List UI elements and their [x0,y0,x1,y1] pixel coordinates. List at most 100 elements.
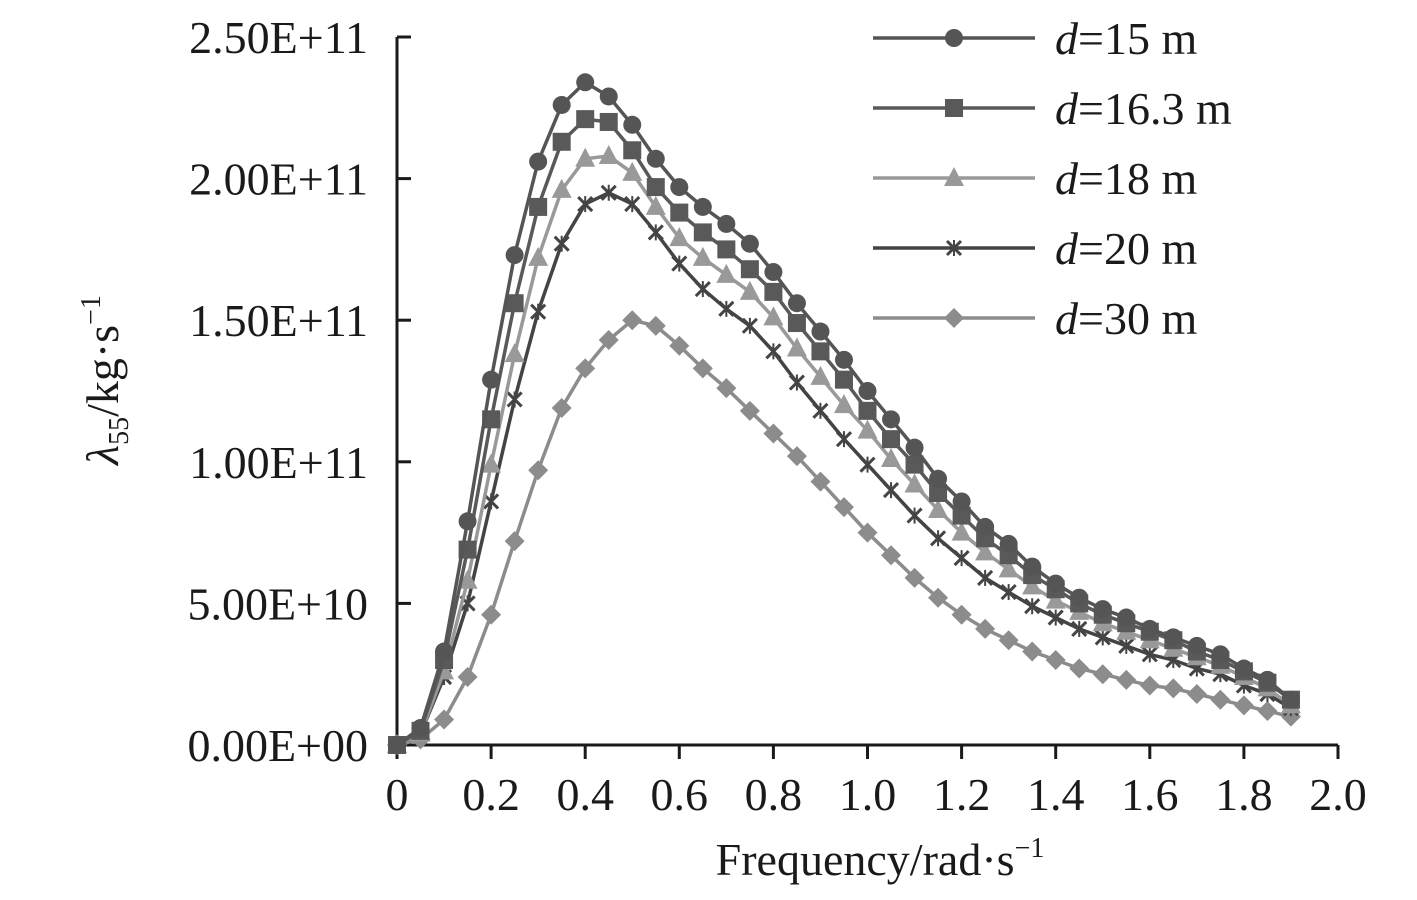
legend-label: d=16.3 m [1055,83,1232,134]
data-point [481,453,502,473]
data-point [930,530,947,547]
data-point [952,506,971,525]
data-point [716,378,737,399]
data-point [1233,695,1254,716]
data-point [434,709,455,730]
data-point [1117,608,1136,627]
y-axis-title-unit: /kg·s [77,325,128,417]
x-tick-label: 1.6 [1121,769,1179,820]
legend-label-variable: d [1055,13,1079,64]
data-point [598,144,619,164]
legend-marker [944,167,964,186]
data-point [1116,669,1137,690]
data-point [624,196,641,213]
data-point [576,110,595,129]
legend-label: d=15 m [1055,13,1197,64]
data-point [669,335,690,356]
data-point [528,246,549,266]
data-point [859,456,876,473]
data-point [457,667,478,688]
data-point [906,507,923,524]
legend-label-value: =16.3 m [1078,83,1232,134]
y-tick-label: 2.00E+11 [189,154,368,205]
data-point [1023,557,1042,576]
data-point [504,531,525,552]
data-point [1045,589,1066,609]
legend-item: d=20 m [873,223,1197,274]
x-tick-label: 1.8 [1215,769,1273,820]
data-point [577,196,594,213]
data-point [458,512,477,531]
data-point [834,350,853,369]
data-point [552,95,571,114]
series-layer [387,73,1301,755]
data-point [1046,574,1065,593]
data-point [788,374,805,391]
data-point [598,330,619,351]
data-point [692,358,713,379]
data-point [505,246,524,265]
data-point [929,469,948,488]
data-point [905,455,924,474]
legend-item: d=16.3 m [873,83,1232,134]
data-point [1210,689,1231,710]
x-axis-title-main: Frequency/rad·s [716,834,1015,885]
data-point [834,370,853,389]
data-point [622,310,643,331]
data-point [718,300,735,317]
data-point [764,282,783,301]
data-point [1258,670,1277,689]
data-point [646,149,665,168]
data-point [999,534,1018,553]
data-point [928,498,949,518]
legend-marker [945,29,963,47]
data-point [530,303,547,320]
legend-label-variable: d [1055,83,1079,134]
y-axis-title-subscript: 55 [104,417,135,445]
data-point [1094,629,1111,646]
data-point [763,423,784,444]
data-point [553,235,570,252]
data-point [599,87,618,106]
data-point [529,197,548,216]
data-point [1092,664,1113,685]
data-point [457,569,478,589]
data-point [763,306,784,326]
data-point [623,115,642,134]
data-point [787,294,806,313]
data-point [953,550,970,567]
data-point [575,147,596,167]
x-axis-title-superscript: −1 [1015,833,1045,864]
data-point [504,343,525,363]
y-tick-label: 1.00E+11 [189,437,368,488]
data-point [881,545,902,566]
data-point [857,522,878,543]
data-point [741,317,758,334]
data-point [882,482,900,499]
x-tick-label: 1.4 [1027,769,1085,820]
legend-marker [944,308,964,328]
data-point [740,260,759,279]
data-point [1234,659,1253,678]
data-point [505,294,524,313]
data-point [975,618,996,639]
data-point [905,438,924,457]
x-tick-label: 0.2 [462,769,520,820]
data-point [858,401,877,420]
data-point [481,604,502,625]
data-point [833,497,854,518]
data-point [1118,637,1135,654]
data-point [1257,701,1278,722]
legend-label-value: =18 m [1078,153,1197,204]
data-point [623,141,642,160]
data-point [693,197,712,216]
data-point [998,558,1019,578]
data-point [600,184,617,201]
data-point [1024,598,1041,615]
data-point [928,587,949,608]
y-tick-label: 1.50E+11 [189,295,368,346]
data-point [716,263,737,283]
data-point [717,240,736,259]
